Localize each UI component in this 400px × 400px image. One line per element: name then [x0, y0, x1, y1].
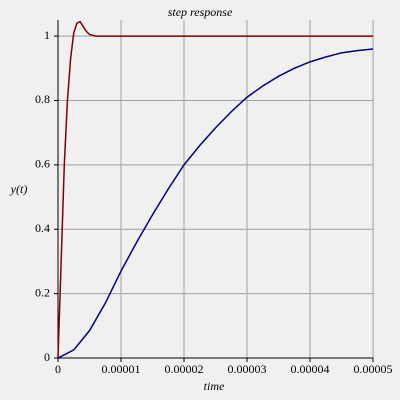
- y-axis-label: y(t): [10, 182, 28, 196]
- y-tick-label: 0.6: [35, 157, 50, 171]
- y-tick-label: 1: [44, 28, 50, 42]
- line-series: [57, 20, 373, 359]
- y-tick-label: 0.4: [35, 221, 50, 235]
- x-tick-label: 0.00002: [165, 362, 204, 376]
- y-tick-label: 0.8: [35, 92, 50, 106]
- x-tick-label: 0.00001: [102, 362, 141, 376]
- chart-title: step response: [168, 5, 233, 19]
- x-axis-label: time: [204, 379, 225, 393]
- y-tick-label: 0.2: [35, 285, 50, 299]
- x-tick-label: 0.00004: [291, 362, 330, 376]
- x-tick-label: 0: [55, 362, 61, 376]
- x-tick-label: 0.00005: [354, 362, 393, 376]
- y-tick-label: 0: [44, 350, 50, 364]
- line-series: [57, 48, 374, 359]
- x-tick-label: 0.00003: [228, 362, 267, 376]
